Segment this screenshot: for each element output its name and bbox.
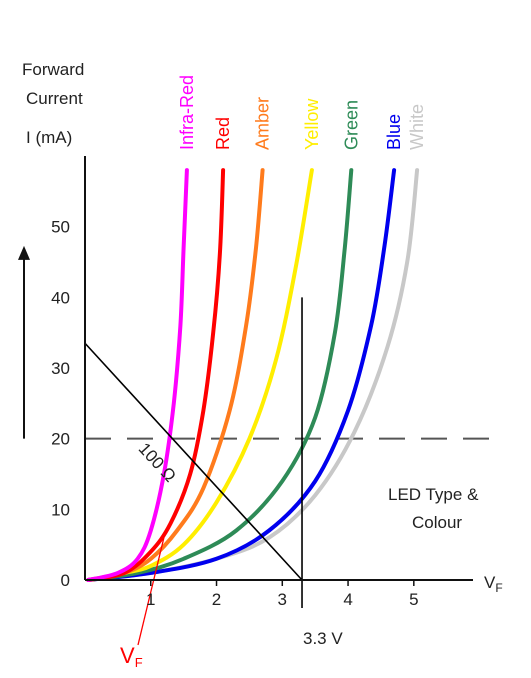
series-line-infra-red [86, 168, 189, 582]
y-tick-label-0: 0 [61, 571, 70, 590]
series-label-amber: Amber [253, 97, 273, 150]
y-axis-title-line1: Forward [22, 60, 84, 79]
y-tick-label-10: 10 [51, 500, 70, 519]
x-tick-label-2: 2 [212, 590, 221, 609]
vf-pointer-sub: F [135, 655, 143, 670]
x-tick-label-4: 4 [343, 590, 352, 609]
y-tick-label-20: 20 [51, 430, 70, 449]
y-axis-unit-label: I (mA) [26, 128, 72, 147]
x-axis-title-main: V [484, 573, 496, 592]
series-line-red [86, 168, 226, 582]
series-label-green: Green [341, 100, 361, 150]
y-tick-label-40: 40 [51, 288, 70, 307]
series-line-yellow [86, 168, 314, 582]
annotation-line1: LED Type & [388, 485, 479, 504]
series-line-blue [86, 168, 397, 582]
x-tick-label-5: 5 [409, 590, 418, 609]
x-axis-title: VF [484, 573, 503, 595]
y-tick-label-50: 50 [51, 218, 70, 237]
load-line-label: 100 Ω [135, 439, 180, 486]
load-line [84, 342, 303, 581]
y-axis-title-line2: Current [26, 89, 83, 108]
series-label-red: Red [213, 117, 233, 150]
annotation-line2: Colour [412, 513, 462, 532]
series-label-yellow: Yellow [302, 98, 322, 150]
increase-arrow-head [18, 245, 30, 260]
vf-pointer-main: V [120, 643, 135, 668]
series-line-green [86, 168, 354, 582]
series-label-white: White [407, 104, 427, 150]
series-label-blue: Blue [384, 114, 404, 150]
vf-pointer-line [137, 537, 165, 646]
series-label-infra-red: Infra-Red [177, 75, 197, 150]
x-tick-label-1: 1 [146, 590, 155, 609]
x-tick-label-3: 3 [278, 590, 287, 609]
x-axis-title-sub: F [495, 581, 502, 595]
series-line-amber [86, 168, 265, 582]
vf-pointer-label: VF [120, 643, 143, 670]
supply-voltage-label: 3.3 V [303, 629, 343, 648]
axes-layer: Infra-Red Red Amber Yellow Green Blue White100… [18, 75, 473, 646]
y-tick-label-30: 30 [51, 359, 70, 378]
series-layer [86, 168, 420, 582]
